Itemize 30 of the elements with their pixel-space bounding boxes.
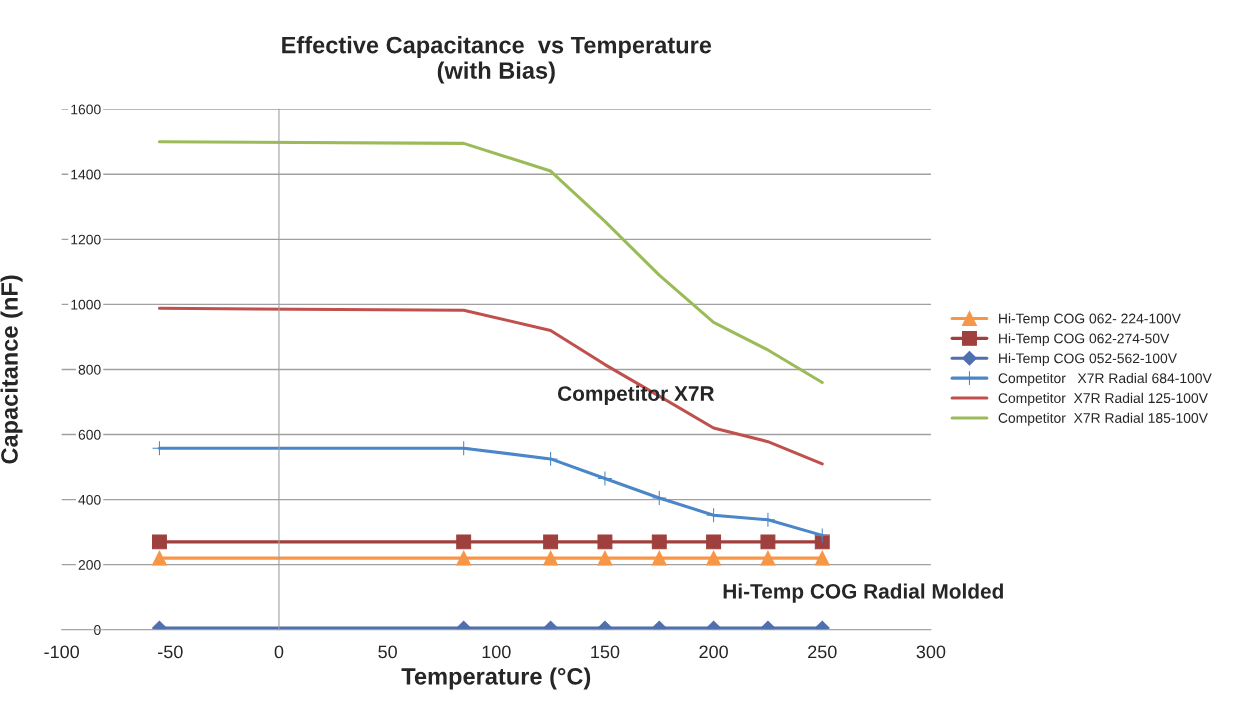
x-tick-label: 200 bbox=[699, 645, 728, 659]
legend-label: Hi-Temp COG 052-562-100V bbox=[999, 353, 1177, 366]
line-series bbox=[157, 140, 824, 384]
x-tick-label: 250 bbox=[808, 645, 837, 659]
y-tick-label: 200 bbox=[78, 559, 101, 570]
y-tick-label: 1200 bbox=[71, 234, 101, 245]
x-tick-label: 300 bbox=[916, 645, 946, 659]
y-tick-label: 1000 bbox=[71, 299, 101, 310]
y-tick-label: 1600 bbox=[71, 104, 101, 115]
y-tick-label: 1400 bbox=[71, 169, 101, 180]
x-tick-label: 50 bbox=[378, 645, 397, 659]
y-tick-label: 600 bbox=[78, 429, 101, 440]
x-tick-label: 0 bbox=[274, 645, 284, 659]
legend-label: Competitor X7R Radial 684-100V bbox=[998, 372, 1212, 386]
x-tick-label: -100 bbox=[44, 645, 80, 659]
x-axis-title: Temperature (°C) bbox=[401, 667, 591, 690]
legend-label: Competitor X7R Radial 185-100V bbox=[998, 412, 1208, 426]
line-series bbox=[157, 306, 824, 466]
y-tick-label: 400 bbox=[78, 494, 101, 505]
legend-label: Hi-Temp COG 062-274-50V bbox=[999, 333, 1170, 347]
legend-label: Competitor X7R Radial 125-100V bbox=[998, 392, 1208, 406]
legend-label: Hi-Temp COG 062- 224-100V bbox=[999, 313, 1181, 327]
x-tick-label: 150 bbox=[591, 645, 620, 659]
chart-title: Effective Capacitance vs Temperature (with Bias) bbox=[282, 36, 712, 84]
annotation: Hi-Temp COG Radial Molded bbox=[723, 583, 1003, 603]
y-tick-label: 0 bbox=[94, 625, 101, 635]
x-tick-label: 100 bbox=[482, 645, 511, 659]
y-tick-label: 800 bbox=[78, 364, 101, 375]
y-axis-title: Capacitance (nF) bbox=[0, 275, 23, 464]
x-tick-label: -50 bbox=[158, 645, 183, 659]
